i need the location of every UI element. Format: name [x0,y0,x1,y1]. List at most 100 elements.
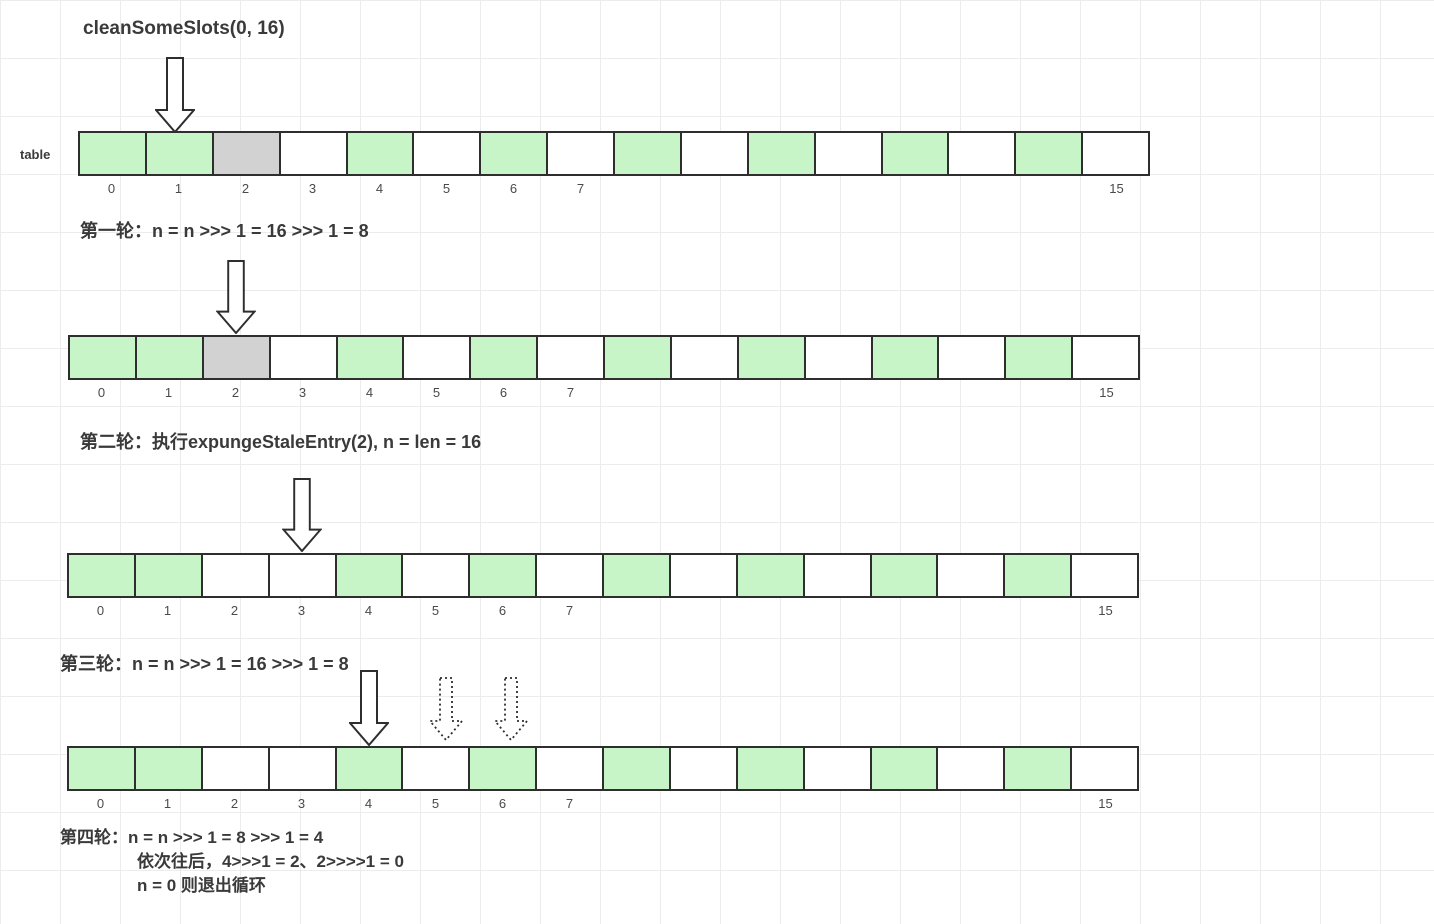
array-cell-5 [403,555,471,596]
index-label-8 [604,385,671,400]
down-arrow-icon [282,478,322,552]
array-cell-12 [872,337,940,378]
step-round4-line3: n = 0 则退出循环 [137,876,266,895]
index-label-4: 4 [364,603,373,618]
index-label-6: 6 [509,181,518,196]
array-cell-1 [146,133,214,174]
step-round4-line2: 依次往后，4>>>1 = 2、2>>>>1 = 0 [137,852,404,871]
index-label-8 [614,181,681,196]
array-cell-13 [939,337,1007,378]
array-cell-13 [938,748,1006,789]
index-label-14 [1016,181,1083,196]
array-cell-0 [70,337,137,378]
index-label-9 [670,603,737,618]
index-label-8 [603,603,670,618]
down-arrow-icon [155,57,195,133]
step-round2-text: 第二轮：执行expungeStaleEntry(2), n = len = 16 [80,432,482,452]
index-label-15: 15 [1109,181,1124,196]
array-cell-5 [403,748,471,789]
index-label-0: 0 [97,385,106,400]
array-cell-11 [804,555,872,596]
index-label-6: 6 [499,385,508,400]
array-cell-1 [135,555,203,596]
index-label-14 [1006,385,1073,400]
array-cell-7 [548,133,615,174]
array-cell-7 [537,748,604,789]
array-round2-table: 0 1 2 3 4 5 6 7 15 [67,553,1139,618]
array-cell-8 [615,133,682,174]
array-cell-3 [269,748,337,789]
diagram-title: cleanSomeSlots(0, 16) [83,18,285,39]
index-label-1: 1 [174,181,183,196]
array-cell-10 [738,337,806,378]
index-label-3: 3 [297,603,306,618]
array-cell-11 [815,133,883,174]
array-index-labels: 0 1 2 3 4 5 6 7 15 [67,796,1139,811]
index-label-6: 6 [498,796,507,811]
index-label-14 [1005,796,1072,811]
index-label-4: 4 [365,385,374,400]
array-cell-2 [213,133,281,174]
index-label-5: 5 [432,385,441,400]
index-label-4: 4 [364,796,373,811]
index-label-7: 7 [576,181,585,196]
array-cell-7 [538,337,605,378]
array-cell-12 [871,555,939,596]
array-cell-10 [737,748,805,789]
table-label: table [20,147,51,162]
index-label-12 [871,796,938,811]
array-cell-11 [804,748,872,789]
index-label-14 [1005,603,1072,618]
array-cell-0 [80,133,147,174]
index-label-1: 1 [164,385,173,400]
array-cell-14 [1005,555,1073,596]
array-index-labels: 0 1 2 3 4 5 6 7 15 [68,385,1140,400]
array-cell-8 [604,555,671,596]
index-label-11 [805,385,872,400]
array-cell-3 [270,337,338,378]
array-cell-15 [1073,337,1138,378]
array-index-labels: 0 1 2 3 4 5 6 7 15 [78,181,1150,196]
array-cell-11 [805,337,873,378]
array-cells [68,335,1140,380]
index-label-10 [748,181,815,196]
dotted-down-arrow-icon [494,677,528,742]
index-label-0: 0 [96,603,105,618]
index-label-5: 5 [442,181,451,196]
index-label-1: 1 [163,796,172,811]
array-index-labels: 0 1 2 3 4 5 6 7 15 [67,603,1139,618]
array-cell-2 [203,337,271,378]
array-cell-10 [748,133,816,174]
index-label-2: 2 [231,385,240,400]
index-label-2: 2 [241,181,250,196]
index-label-0: 0 [107,181,116,196]
index-label-7: 7 [566,385,575,400]
dotted-down-arrow-icon [429,677,463,742]
index-label-9 [671,385,738,400]
index-label-3: 3 [298,385,307,400]
array-cell-12 [871,748,939,789]
array-cell-1 [136,337,204,378]
index-label-13 [949,181,1016,196]
index-label-10 [738,385,805,400]
array-cells [67,746,1139,791]
step-round4-line1: 第四轮：n = n >>> 1 = 8 >>> 1 = 4 [60,828,324,847]
index-label-10 [737,603,804,618]
index-label-12 [871,603,938,618]
step-round1-text: 第一轮：n = n >>> 1 = 16 >>> 1 = 8 [80,221,369,241]
array-round1-table: 0 1 2 3 4 5 6 7 15 [68,335,1140,400]
array-cell-4 [336,748,404,789]
index-label-9 [681,181,748,196]
index-label-11 [804,796,871,811]
array-cell-0 [69,748,136,789]
array-cell-9 [670,748,738,789]
array-cells [67,553,1139,598]
array-cell-9 [671,337,739,378]
array-cell-6 [470,748,538,789]
down-arrow-icon [349,670,389,746]
array-cell-4 [347,133,415,174]
index-label-3: 3 [297,796,306,811]
index-label-15: 15 [1098,796,1113,811]
array-cell-4 [337,337,405,378]
